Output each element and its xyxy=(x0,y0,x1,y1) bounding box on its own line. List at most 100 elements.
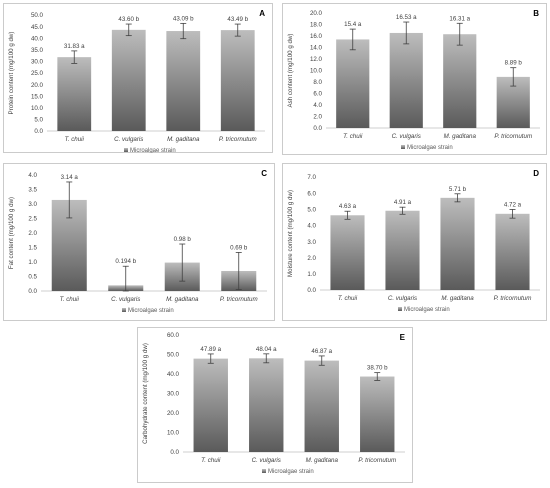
y-axis-title: Carbohydrate content (mg/100 g dw) xyxy=(142,343,149,444)
bar xyxy=(166,31,201,131)
panel-letter: D xyxy=(533,169,539,178)
data-label: 0.69 b xyxy=(230,244,248,251)
legend: Microalgae strain xyxy=(124,148,176,154)
y-tick-label: 0.0 xyxy=(307,287,316,294)
y-tick-label: 60.0 xyxy=(167,332,180,339)
y-tick-label: 18.0 xyxy=(310,22,323,29)
data-label: 16.31 a xyxy=(449,15,470,22)
y-tick-label: 10.0 xyxy=(167,430,180,437)
y-axis-title: Moisture content (mg/100 g dw) xyxy=(287,190,294,277)
x-tick-label: C. vulgaris xyxy=(392,133,421,140)
bar xyxy=(304,360,339,452)
bar xyxy=(360,376,395,452)
y-tick-label: 45.0 xyxy=(31,24,44,31)
y-tick-label: 2.0 xyxy=(28,230,37,237)
chart-frame xyxy=(3,163,275,321)
bar xyxy=(57,57,92,131)
y-tick-label: 3.0 xyxy=(28,201,37,208)
x-tick-label: T. chuii xyxy=(338,295,358,302)
data-label: 47.89 a xyxy=(200,346,221,353)
bar xyxy=(389,32,423,128)
x-tick-label: P. tricornutum xyxy=(494,133,532,140)
chart-svg: 0.0 1.0 2.0 3.0 4.0 5.0 6.0 7.0 Moisture content… xyxy=(282,163,547,321)
data-label: 43.60 b xyxy=(118,16,139,23)
bar xyxy=(440,197,475,290)
y-tick-label: 6.0 xyxy=(307,190,316,197)
y-tick-label: 20.0 xyxy=(167,410,180,417)
panel-letter: A xyxy=(259,9,265,18)
y-tick-label: 10.0 xyxy=(310,68,323,75)
y-tick-label: 2.0 xyxy=(313,114,322,121)
panel-moisture: 0.0 1.0 2.0 3.0 4.0 5.0 6.0 7.0 Moisture content… xyxy=(282,163,547,321)
y-tick-label: 15.0 xyxy=(31,93,44,100)
legend-swatch xyxy=(398,307,402,311)
y-tick-label: 0.0 xyxy=(170,449,179,456)
y-tick-label: 2.5 xyxy=(28,216,37,223)
y-tick-label: 10.0 xyxy=(31,105,44,112)
y-tick-label: 1.0 xyxy=(28,259,37,266)
x-tick-label: C. vulgaris xyxy=(388,295,417,302)
legend-label: Microalgae strain xyxy=(128,308,174,314)
x-tick-label: M. gaditana xyxy=(167,136,200,143)
bar xyxy=(193,358,228,452)
x-tick-label: P. tricornutum xyxy=(220,296,258,303)
bar xyxy=(330,215,365,290)
data-label: 48.04 a xyxy=(256,346,277,353)
bar xyxy=(111,29,146,131)
legend: Microalgae strain xyxy=(401,145,453,151)
y-tick-label: 4.0 xyxy=(307,223,316,230)
y-tick-label: 3.0 xyxy=(307,239,316,246)
x-tick-label: P. tricornutum xyxy=(494,295,532,302)
bar xyxy=(220,30,255,131)
panel-letter: C xyxy=(261,169,267,178)
data-label: 4.72 a xyxy=(504,201,522,208)
panel-fat: 0.0 0.5 1.0 1.5 2.0 2.5 3.0 3.5 4.0 Fat content (… xyxy=(3,163,275,321)
data-label: 5.71 b xyxy=(449,186,467,193)
x-tick-label: M. gaditana xyxy=(306,457,339,464)
y-tick-label: 1.5 xyxy=(28,245,37,252)
x-tick-label: T. chuii xyxy=(60,296,80,303)
y-tick-label: 20.0 xyxy=(31,82,44,89)
data-label: 38.70 b xyxy=(367,365,388,372)
y-tick-label: 1.0 xyxy=(307,271,316,278)
chart-svg: 0.0 2.0 4.0 6.0 8.0 10.0 12.0 14.0 16.0 18.0 20.0 A… xyxy=(282,3,547,155)
data-label: 16.53 a xyxy=(396,14,417,21)
data-label: 8.89 b xyxy=(505,60,523,67)
data-label: 3.14 a xyxy=(61,174,79,181)
chart-svg: 0.0 10.0 20.0 30.0 40.0 50.0 60.0 Carbohydrate … xyxy=(137,327,413,483)
y-tick-label: 7.0 xyxy=(307,174,316,181)
panel-carbohydrate: 0.0 10.0 20.0 30.0 40.0 50.0 60.0 Carbohydrate … xyxy=(137,327,413,483)
y-tick-label: 6.0 xyxy=(313,91,322,98)
data-label: 0.194 b xyxy=(115,258,136,265)
y-tick-label: 35.0 xyxy=(31,47,44,54)
data-label: 43.49 b xyxy=(227,16,248,23)
data-label: 4.91 a xyxy=(394,199,412,206)
y-tick-label: 4.0 xyxy=(313,102,322,109)
data-label: 0.98 b xyxy=(174,236,192,243)
y-tick-label: 5.0 xyxy=(34,117,43,124)
y-tick-label: 4.0 xyxy=(28,172,37,179)
y-tick-label: 5.0 xyxy=(307,206,316,213)
legend: Microalgae strain xyxy=(122,308,174,314)
data-label: 4.63 a xyxy=(339,203,357,210)
panel-letter: B xyxy=(533,9,539,18)
legend-label: Microalgae strain xyxy=(404,307,450,313)
x-tick-label: C. vulgaris xyxy=(252,457,281,464)
y-tick-label: 8.0 xyxy=(313,79,322,86)
y-tick-label: 16.0 xyxy=(310,33,323,40)
legend-label: Microalgae strain xyxy=(130,148,176,153)
x-tick-label: M. gaditana xyxy=(441,295,474,302)
panel-letter: E xyxy=(400,333,406,342)
x-tick-label: C. vulgaris xyxy=(111,296,140,303)
y-axis-title: Protein content (mg/100 g dw) xyxy=(8,32,15,115)
y-tick-label: 30.0 xyxy=(31,59,44,66)
y-tick-label: 3.5 xyxy=(28,187,37,194)
y-tick-label: 40.0 xyxy=(167,371,180,378)
legend-swatch xyxy=(124,148,128,152)
x-tick-label: T. chuii xyxy=(65,136,85,143)
data-label: 43.09 b xyxy=(173,15,194,22)
bar xyxy=(443,34,477,128)
legend-swatch xyxy=(122,308,126,312)
y-tick-label: 0.0 xyxy=(313,125,322,132)
x-tick-label: P. tricornutum xyxy=(358,457,396,464)
